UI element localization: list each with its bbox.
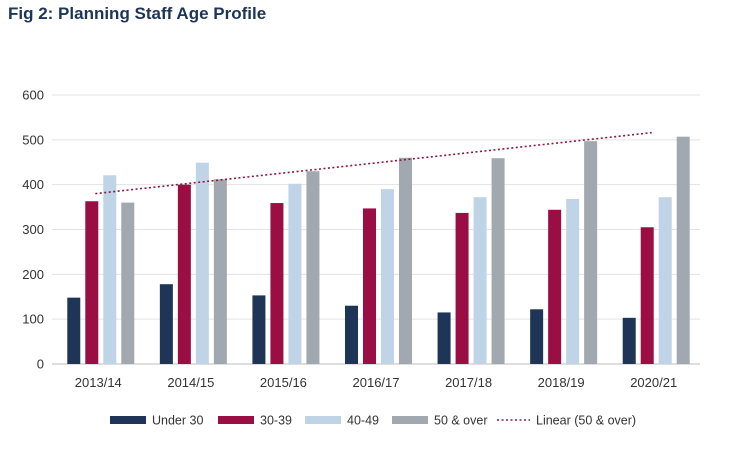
legend-under-30-label: Under 30 <box>152 414 203 428</box>
bar-40-49 <box>658 197 672 364</box>
x-tick-label: 2013/14 <box>75 375 122 390</box>
bar-under-30 <box>530 309 544 364</box>
x-axis-ticks: 2013/14 2014/15 2015/16 2016/17 2017/18 2018/… <box>75 375 677 390</box>
bar-40-49 <box>473 197 487 364</box>
legend-40-49-label: 40-49 <box>347 414 379 428</box>
y-tick-label: 200 <box>22 267 44 282</box>
legend-50-over-label: 50 & over <box>434 414 488 428</box>
x-tick-label: 2014/15 <box>167 375 214 390</box>
bar-40-49 <box>288 183 302 364</box>
bar-under-30 <box>622 317 636 364</box>
x-tick-label: 2020/21 <box>630 375 677 390</box>
bar-30-39 <box>455 212 469 364</box>
bar-30-39 <box>177 184 191 364</box>
bar-under-30 <box>159 284 173 364</box>
bar-40-49 <box>566 199 580 364</box>
trendline <box>95 131 652 195</box>
bar-under-30 <box>345 305 358 364</box>
y-tick-label: 100 <box>22 312 44 327</box>
bar-under-30 <box>67 297 81 364</box>
trendline-group <box>95 131 652 195</box>
bar-30-39 <box>363 208 376 364</box>
bar-50-over <box>213 179 227 364</box>
bar-under-30 <box>437 312 451 364</box>
legend-50-over-swatch <box>392 416 428 424</box>
legend-30-39-label: 30-39 <box>260 414 292 428</box>
bar-50-over <box>121 202 135 364</box>
bar-30-39 <box>640 227 654 364</box>
y-tick-label: 400 <box>22 177 44 192</box>
x-tick-label: 2015/16 <box>260 375 307 390</box>
y-tick-label: 500 <box>22 132 44 147</box>
bar-30-39 <box>270 203 284 364</box>
bar-50-over <box>399 157 412 364</box>
bar-40-49 <box>195 162 209 364</box>
x-tick-label: 2016/17 <box>353 375 400 390</box>
page-title: Fig 2: Planning Staff Age Profile <box>8 4 267 23</box>
bar-30-39 <box>85 201 99 364</box>
legend-30-39-swatch <box>218 416 254 424</box>
legend-40-49-swatch <box>305 416 341 424</box>
y-tick-label: 300 <box>22 222 44 237</box>
bar-40-49 <box>381 189 394 364</box>
bar-30-39 <box>548 209 562 364</box>
x-tick-label: 2017/18 <box>445 375 492 390</box>
bar-40-49 <box>103 175 117 364</box>
bar-50-over <box>306 171 320 364</box>
bar-under-30 <box>252 295 266 364</box>
bars <box>67 136 690 364</box>
legend-under-30-swatch <box>110 416 146 424</box>
y-tick-label: 600 <box>22 88 44 103</box>
bar-50-over <box>584 141 598 364</box>
bar-50-over <box>491 158 505 364</box>
x-tick-label: 2018/19 <box>538 375 585 390</box>
legend-trendline-label: Linear (50 & over) <box>536 414 636 428</box>
y-tick-label: 0 <box>37 357 44 372</box>
y-axis-ticks: 0 100 200 300 400 500 600 <box>22 88 44 372</box>
legend: Under 30 30-39 40-49 50 & over Linear (50 & … <box>110 414 636 428</box>
bar-50-over <box>676 136 690 364</box>
